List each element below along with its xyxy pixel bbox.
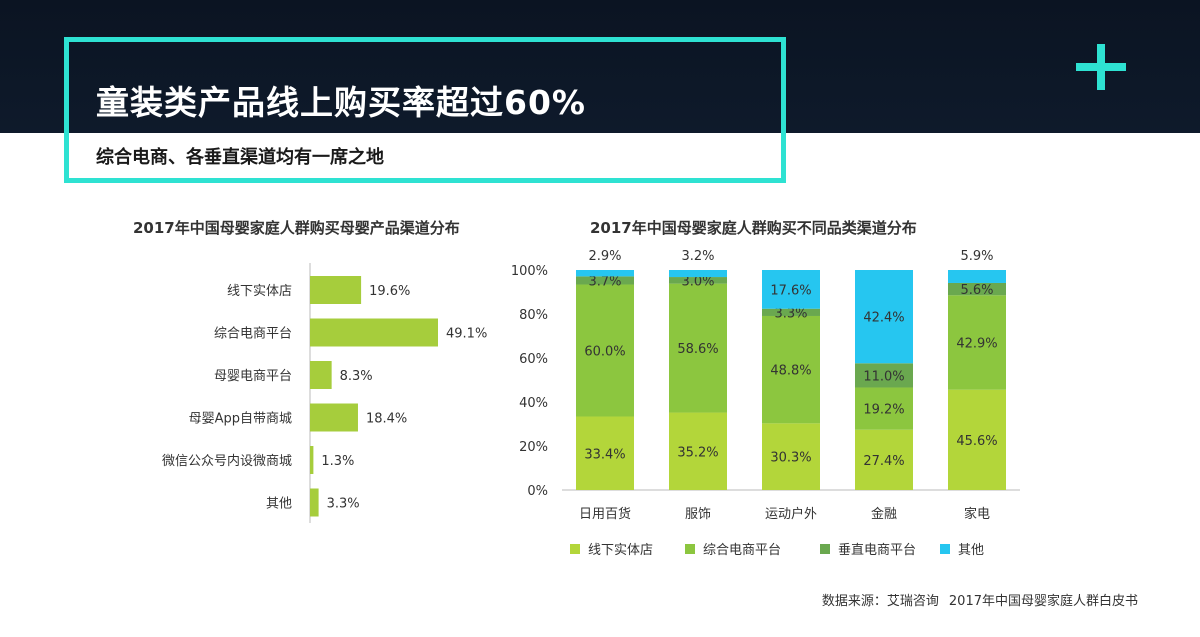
data-label: 58.6% [677, 342, 718, 357]
bar-segment [576, 284, 634, 417]
data-label: 2.9% [588, 249, 621, 264]
legend-swatch [820, 544, 830, 554]
data-label: 3.3% [327, 497, 360, 512]
legend-label: 综合电商平台 [703, 543, 781, 558]
data-label: 17.6% [770, 283, 811, 298]
data-label: 11.0% [863, 369, 904, 384]
header-band [0, 0, 1200, 133]
category-label: 综合电商平台 [214, 327, 292, 342]
left-chart-title: 2017年中国母婴家庭人群购买母婴产品渠道分布 [133, 219, 460, 237]
bar-segment [576, 276, 634, 285]
category-label: 母婴电商平台 [214, 369, 292, 384]
legend-label: 其他 [958, 543, 984, 558]
data-label: 18.4% [366, 412, 407, 427]
bar-segment [855, 270, 913, 364]
legend-swatch [940, 544, 950, 554]
data-label: 5.6% [960, 283, 993, 298]
data-label: 27.4% [863, 454, 904, 469]
left-bar-chart: 线下实体店 19.6% 综合电商平台 49.1% 母婴电商平台 8.3% 母婴App自带商城… [162, 263, 487, 523]
y-tick-label: 40% [519, 396, 548, 411]
bar-segment [669, 412, 727, 490]
bar-segment [669, 270, 727, 278]
y-tick-label: 60% [519, 352, 548, 367]
data-label: 33.4% [584, 447, 625, 462]
legend-swatch [685, 544, 695, 554]
data-label: 60.0% [584, 345, 625, 360]
data-label: 8.3% [340, 369, 373, 384]
bar [310, 318, 438, 347]
bar-segment [576, 270, 634, 277]
category-label: 微信公众号内设微商城 [162, 453, 292, 469]
legend-label: 线下实体店 [588, 543, 653, 558]
x-tick-label: 服饰 [685, 507, 711, 522]
data-label: 49.1% [446, 327, 487, 342]
bar [310, 488, 319, 517]
bar-segment [762, 423, 820, 490]
source-note: 数据来源：艾瑞咨询 2017年中国母婴家庭人群白皮书 [822, 590, 1138, 609]
legend-label: 垂直电商平台 [838, 543, 916, 558]
bar [310, 403, 358, 432]
data-label: 5.9% [960, 249, 993, 264]
data-label: 30.3% [770, 451, 811, 466]
category-label: 线下实体店 [227, 284, 292, 299]
bar-segment [576, 416, 634, 490]
right-chart-title: 2017年中国母婴家庭人群购买不同品类渠道分布 [590, 219, 917, 237]
data-label: 19.2% [863, 403, 904, 418]
data-label: 3.3% [774, 306, 807, 321]
y-tick-label: 100% [511, 264, 548, 279]
title-frame [64, 37, 786, 183]
y-tick-label: 80% [519, 308, 548, 323]
category-label: 母婴App自带商城 [189, 412, 292, 427]
bar-segment [948, 389, 1006, 490]
page-subtitle: 综合电商、各垂直渠道均有一席之地 [96, 147, 384, 168]
x-tick-label: 家电 [964, 506, 990, 522]
legend-swatch [570, 544, 580, 554]
bar-segment [948, 295, 1006, 390]
data-label: 42.9% [956, 336, 997, 351]
data-label: 3.7% [588, 274, 621, 289]
bar-segment [762, 315, 820, 424]
x-tick-label: 运动户外 [765, 506, 817, 522]
data-label: 3.0% [681, 274, 714, 289]
source-label: 数据来源：艾瑞咨询 [821, 594, 939, 609]
bar-segment [948, 270, 1006, 283]
source-doc: 2017年中国母婴家庭人群白皮书 [948, 594, 1138, 609]
data-label: 35.2% [677, 445, 718, 460]
data-label: 1.3% [321, 454, 354, 469]
bar-segment [855, 429, 913, 490]
bar-segment [948, 282, 1006, 296]
x-tick-label: 金融 [871, 506, 897, 522]
bar-segment [669, 283, 727, 413]
category-label: 其他 [266, 497, 292, 512]
bar [310, 446, 314, 474]
data-label: 48.8% [770, 364, 811, 379]
page-title: 童装类产品线上购买率超过60% [96, 83, 586, 122]
data-label: 45.6% [956, 434, 997, 449]
y-tick-label: 20% [519, 440, 548, 455]
bar-segment [669, 277, 727, 284]
x-tick-label: 日用百货 [579, 506, 631, 522]
y-tick-label: 0% [527, 484, 548, 499]
bar [310, 361, 332, 389]
right-stacked-chart: 0% 20% 40% 60% 80% 100% 33.4% 60.0% 3.7% 2.9% 日用百货… [511, 249, 1020, 558]
bar-segment [855, 387, 913, 430]
bar [310, 276, 362, 304]
bar-segment [855, 363, 913, 388]
bar-segment [762, 270, 820, 309]
bar-segment [762, 308, 820, 316]
data-label: 19.6% [369, 284, 410, 299]
data-label: 42.4% [863, 311, 904, 326]
data-label: 3.2% [681, 249, 714, 264]
